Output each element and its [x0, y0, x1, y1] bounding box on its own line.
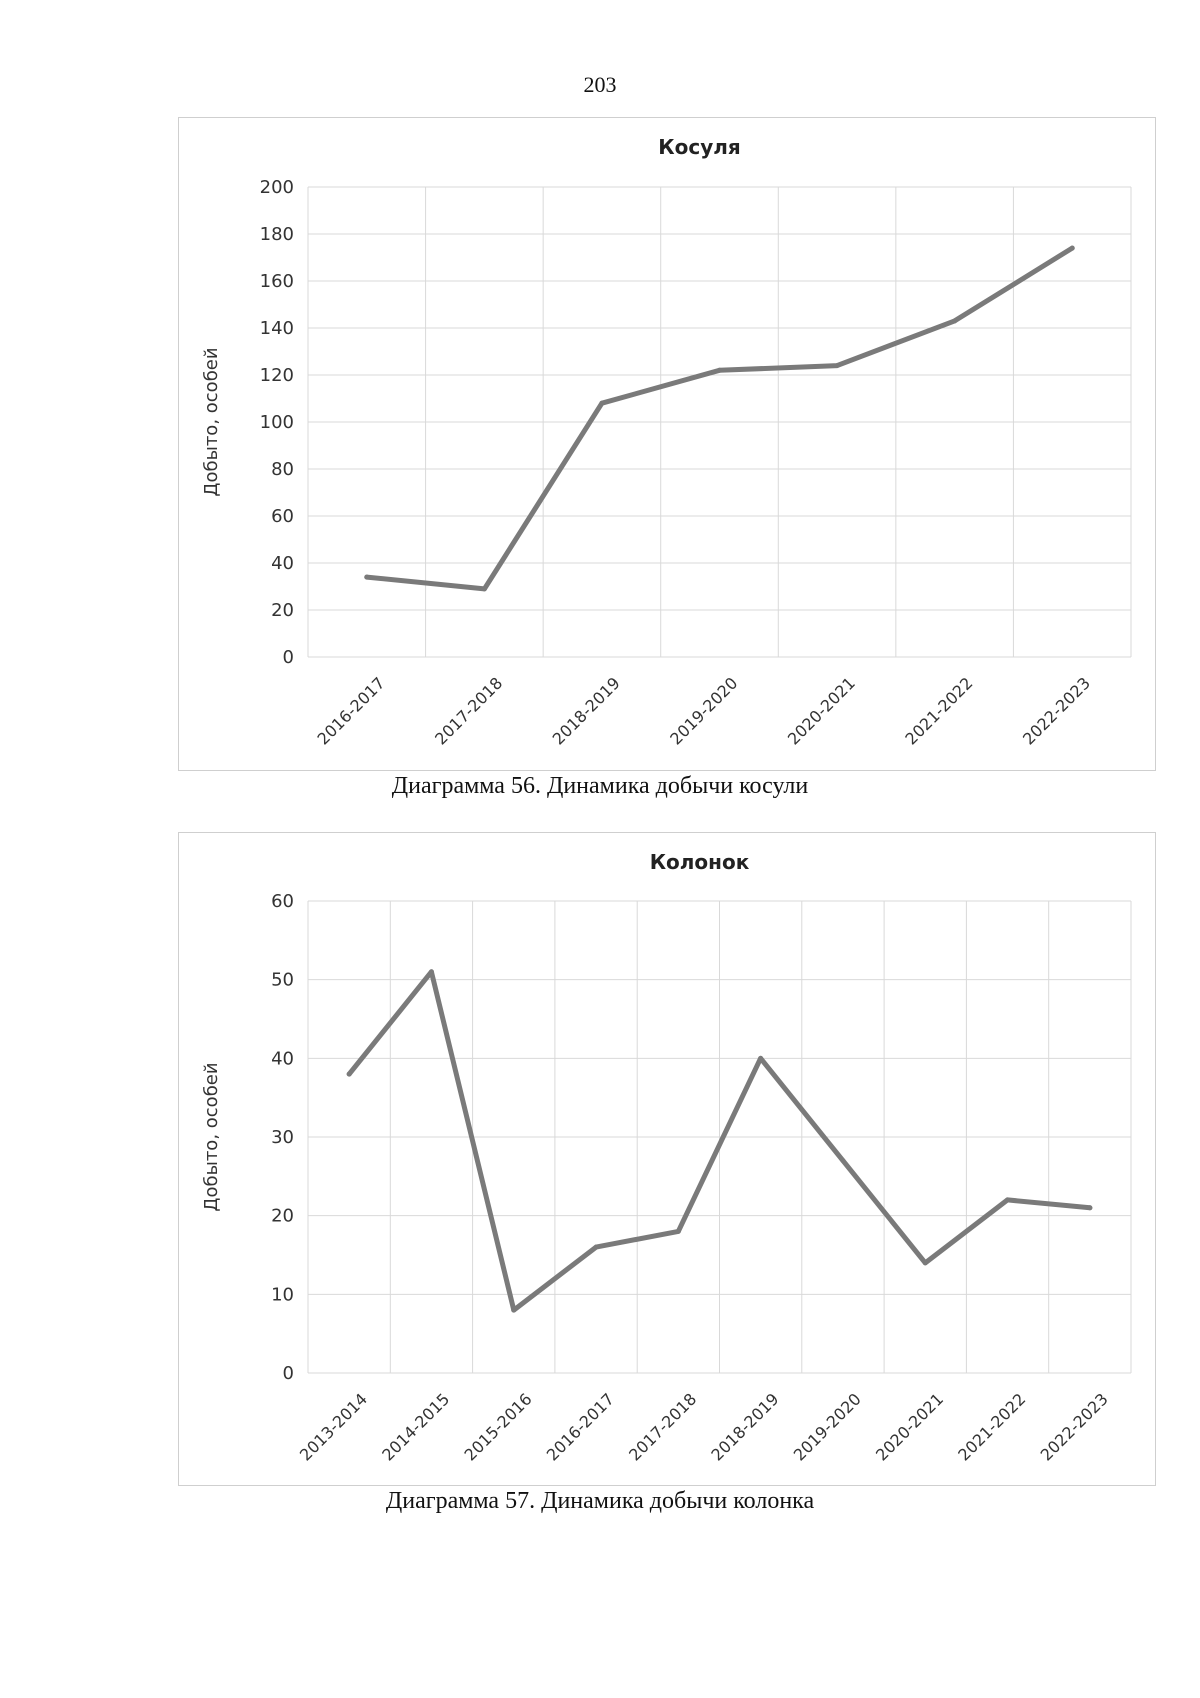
data-point — [1069, 245, 1075, 251]
x-tick-label: 2014-2015 — [378, 1389, 453, 1464]
x-tick-label: 2018-2019 — [707, 1389, 782, 1464]
y-axis-label: Добыто, особей — [201, 347, 222, 496]
data-point — [428, 969, 434, 975]
data-point — [1087, 1205, 1093, 1211]
y-tick-label: 60 — [271, 506, 294, 527]
y-tick-label: 40 — [271, 1048, 294, 1069]
x-tick-label: 2020-2021 — [784, 673, 859, 748]
x-tick-label: 2017-2018 — [431, 673, 506, 748]
x-tick-label: 2018-2019 — [549, 673, 624, 748]
series-line — [346, 969, 1093, 1313]
x-tick-label: 2013-2014 — [296, 1389, 371, 1464]
x-tick-label: 2019-2020 — [666, 673, 741, 748]
y-axis-label: Добыто, особей — [201, 1062, 222, 1211]
x-tick-label: 2015-2016 — [461, 1389, 536, 1464]
x-tick-label: 2019-2020 — [790, 1389, 865, 1464]
y-tick-label: 10 — [271, 1284, 294, 1305]
y-tick-label: 50 — [271, 970, 294, 991]
chart-title: Косуля — [658, 135, 740, 159]
data-point — [834, 363, 840, 369]
data-point — [1005, 1197, 1011, 1203]
data-point — [717, 367, 722, 373]
x-tick-label: 2021-2022 — [901, 673, 976, 748]
data-point — [593, 1244, 599, 1250]
data-point — [952, 318, 958, 324]
page-number: 203 — [583, 72, 617, 97]
y-tick-label: 200 — [260, 177, 294, 198]
data-point — [511, 1307, 517, 1313]
y-tick-label: 100 — [260, 412, 294, 433]
chart-roe-deer-svg: Косуля 0 20 40 60 80 100 120 140 160 180 200 Добыто,… — [201, 135, 1132, 749]
data-point — [364, 574, 370, 580]
caption-chart-57: Диаграмма 57. Динамика добычи колонка — [385, 1488, 815, 1514]
caption-chart-56: Диаграмма 56. Динамика добычи косули — [391, 773, 809, 799]
y-tick-label: 140 — [260, 318, 294, 339]
chart-roe-deer: Косуля 0 20 40 60 80 100 120 140 160 180 200 Добыто,… — [178, 117, 1156, 771]
x-tick-label: 2022-2023 — [1037, 1389, 1112, 1464]
chart-title: Колонок — [650, 850, 750, 874]
y-tick-label: 160 — [260, 271, 294, 292]
series-line — [364, 245, 1075, 592]
y-tick-label: 120 — [260, 365, 294, 386]
x-tick-label: 2017-2018 — [625, 1389, 700, 1464]
chart-kolonok-svg: Колонок 0 10 20 30 40 50 60 Добыто, особей 2013-2… — [201, 850, 1132, 1465]
data-point — [840, 1158, 846, 1164]
data-point — [758, 1055, 764, 1061]
y-tick-label: 40 — [271, 553, 294, 574]
y-tick-label: 180 — [260, 224, 294, 245]
y-tick-label: 30 — [271, 1127, 294, 1148]
data-point — [922, 1260, 928, 1266]
data-point — [481, 586, 487, 592]
x-tick-label: 2022-2023 — [1019, 673, 1094, 748]
y-tick-label: 0 — [283, 1363, 294, 1384]
y-tick-label: 0 — [283, 647, 294, 668]
x-tick-label: 2020-2021 — [872, 1389, 947, 1464]
data-point — [346, 1071, 352, 1077]
x-tick-label: 2016-2017 — [314, 673, 389, 748]
data-point — [675, 1228, 681, 1234]
chart-kolonok: Колонок 0 10 20 30 40 50 60 Добыто, особей 2013-2… — [178, 832, 1156, 1486]
y-tick-label: 20 — [271, 1206, 294, 1227]
x-tick-label: 2021-2022 — [954, 1389, 1029, 1464]
y-tick-label: 60 — [271, 891, 294, 912]
y-tick-label: 80 — [271, 459, 294, 480]
data-point — [599, 400, 605, 406]
y-tick-label: 20 — [271, 600, 294, 621]
x-tick-label: 2016-2017 — [543, 1389, 618, 1464]
